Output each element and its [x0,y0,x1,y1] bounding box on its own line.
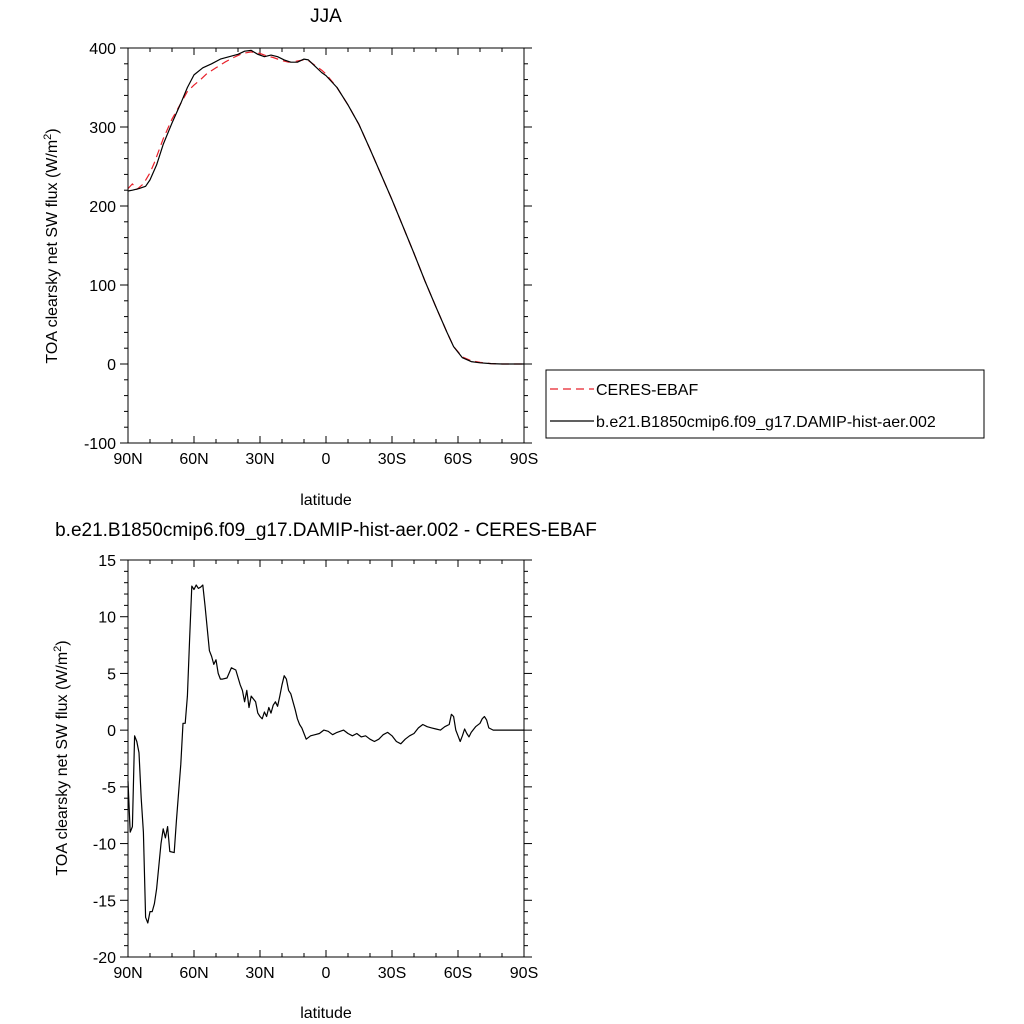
top-x-tick-label: 90N [113,451,142,468]
bottom-y-tick-label: -15 [93,893,116,910]
top-y-tick-label: -100 [84,436,116,453]
top-x-tick-label: 30N [245,451,274,468]
bottom-y-tick-label: -10 [93,837,116,854]
top-x-tick-label: 60S [444,451,472,468]
bottom-x-tick-label: 60S [444,965,472,982]
top-y-tick-label: 400 [89,41,116,58]
legend-ceres-label: CERES-EBAF [596,382,698,399]
bottom-series-line-difference [127,584,524,924]
top-y-axis-label-sup: 2 [42,134,54,140]
bottom-panel-title: b.e21.B1850cmip6.f09_g17.DAMIP-hist-aer.… [55,520,597,541]
bottom-x-tick-label: 60N [179,965,208,982]
top-y-tick-label: 100 [89,278,116,295]
top-x-tick-label: 90S [510,451,538,468]
top-y-tick-label: 0 [107,357,116,374]
top-y-tick-label: 300 [89,120,116,137]
top-panel: JJA 90N 60N 30N 0 30S 60S 90S -100 0 100 200 300 400… [42,6,538,509]
bottom-y-tick-label: -20 [93,950,116,967]
top-x-tick-label: 60N [179,451,208,468]
bottom-y-tick-label: 5 [107,666,116,683]
bottom-x-axis-label: latitude [300,1005,352,1022]
top-y-axis-label-close: ) [44,128,61,133]
top-x-tick-label: 0 [322,451,331,468]
bottom-plot-frame [127,559,525,958]
bottom-y-axis-label-sup: 2 [52,646,64,652]
bottom-y-tick-label: -5 [102,780,116,797]
bottom-y-axis-label-close: ) [54,640,71,645]
top-y-axis-label-main: TOA clearsky net SW flux (W/m [44,140,61,364]
top-y-tick-label: 200 [89,199,116,216]
top-panel-title: JJA [310,6,342,27]
bottom-x-tick-label: 30S [378,965,406,982]
top-series-line-b-e21-b1850cmip6-f09-g17-damip-hist-aer-002 [127,49,524,365]
top-x-axis-label: latitude [300,492,352,509]
bottom-series-lines [127,584,524,924]
bottom-x-tick-label: 90S [510,965,538,982]
bottom-x-tick-label: 90N [113,965,142,982]
top-plot-frame [127,47,525,444]
bottom-x-tick-label: 0 [322,965,331,982]
bottom-x-tick-label: 30N [245,965,274,982]
top-y-axis-label: TOA clearsky net SW flux (W/m2) [42,128,61,363]
legend-box [545,369,985,439]
bottom-y-tick-label: 0 [107,723,116,740]
legend: CERES-EBAF b.e21.B1850cmip6.f09_g17.DAMI… [545,369,985,439]
top-series-lines [127,49,524,365]
top-axes: 90N 60N 30N 0 30S 60S 90S -100 0 100 200 300 400 [84,41,538,468]
bottom-axes: 90N 60N 30N 0 30S 60S 90S -20 -15 -10 -5 0 5 10 15 [93,553,538,982]
bottom-panel: b.e21.B1850cmip6.f09_g17.DAMIP-hist-aer.… [52,520,597,1022]
bottom-y-axis-label: TOA clearsky net SW flux (W/m2) [52,640,71,875]
top-series-line-ceres-ebaf [127,51,524,365]
bottom-y-tick-label: 10 [98,610,116,627]
legend-model-label: b.e21.B1850cmip6.f09_g17.DAMIP-hist-aer.… [596,414,936,431]
bottom-y-tick-label: 15 [98,553,116,570]
bottom-y-axis-label-main: TOA clearsky net SW flux (W/m [54,652,71,876]
top-x-tick-label: 30S [378,451,406,468]
